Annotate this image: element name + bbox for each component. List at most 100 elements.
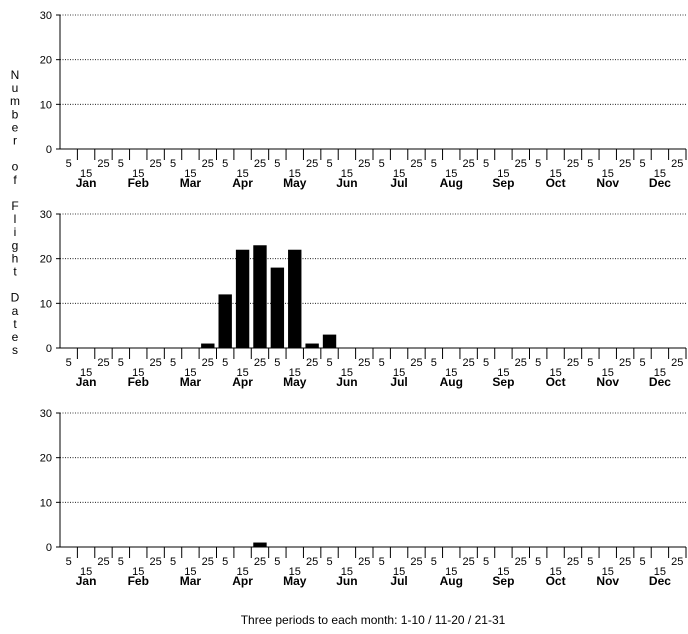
month-label: Mar xyxy=(180,375,202,389)
period-label: 15 xyxy=(602,367,614,379)
bar xyxy=(253,542,267,547)
month-label: May xyxy=(283,176,307,190)
period-label: 15 xyxy=(445,168,457,180)
bar xyxy=(253,245,267,348)
period-label: 5 xyxy=(170,556,176,568)
period-label: 5 xyxy=(639,158,645,170)
period-label: 25 xyxy=(567,357,579,369)
period-label: 15 xyxy=(602,168,614,180)
period-label: 15 xyxy=(393,168,405,180)
period-label: 15 xyxy=(132,168,144,180)
period-label: 15 xyxy=(184,566,196,578)
y-axis-label-char: u xyxy=(12,81,19,95)
period-label: 25 xyxy=(358,357,370,369)
y-tick-label: 20 xyxy=(40,55,52,67)
month-label: Sep xyxy=(492,176,514,190)
bar xyxy=(235,249,250,348)
y-axis-label-char: m xyxy=(10,94,20,108)
month-label: Nov xyxy=(596,176,619,190)
period-label: 25 xyxy=(515,158,527,170)
bar xyxy=(270,267,285,348)
period-label: 25 xyxy=(306,357,318,369)
period-label: 5 xyxy=(118,357,124,369)
y-axis-label-char: i xyxy=(14,225,17,239)
y-tick-label: 20 xyxy=(40,254,52,266)
period-label: 25 xyxy=(358,556,370,568)
period-label: 25 xyxy=(567,556,579,568)
period-label: 5 xyxy=(170,357,176,369)
month-label: Jul xyxy=(390,176,407,190)
month-label: Oct xyxy=(546,176,566,190)
month-label: Jun xyxy=(336,375,357,389)
month-label: Mar xyxy=(180,176,202,190)
month-label: Oct xyxy=(546,375,566,389)
period-label: 5 xyxy=(326,158,332,170)
y-tick-label: 0 xyxy=(46,542,52,554)
period-label: 5 xyxy=(587,158,593,170)
month-label: Feb xyxy=(128,176,149,190)
period-label: 25 xyxy=(150,158,162,170)
period-label: 5 xyxy=(587,556,593,568)
period-label: 15 xyxy=(654,168,666,180)
panel-3: 0 10 20 30 5 15 25 5 15 25 5 15 25 5 15 25 5 15 25 5 15 25 5 15… xyxy=(40,408,687,588)
period-label: 25 xyxy=(410,158,422,170)
period-label: 25 xyxy=(463,556,475,568)
period-label: 5 xyxy=(66,158,72,170)
period-label: 15 xyxy=(549,566,561,578)
period-label: 5 xyxy=(639,556,645,568)
period-label: 25 xyxy=(202,556,214,568)
y-axis-label-char: r xyxy=(13,134,17,148)
month-label: Sep xyxy=(492,375,514,389)
month-label: Dec xyxy=(649,574,671,588)
period-label: 15 xyxy=(289,168,301,180)
panel-2: 0 10 20 30 5 15 25 5 15 25 5 15 25 5 15 25 5 15 25 5 15 25 5 15… xyxy=(40,209,687,389)
period-label: 25 xyxy=(619,357,631,369)
y-axis-label-char: t xyxy=(13,265,17,279)
period-label: 5 xyxy=(222,158,228,170)
month-label: Apr xyxy=(232,176,253,190)
period-label: 25 xyxy=(671,556,683,568)
month-label: Jan xyxy=(76,574,97,588)
period-label: 15 xyxy=(549,168,561,180)
period-label: 15 xyxy=(393,367,405,379)
y-axis-label-char: g xyxy=(12,238,19,252)
y-axis-label-char: F xyxy=(11,199,18,213)
period-label: 15 xyxy=(341,566,353,578)
period-label: 5 xyxy=(170,158,176,170)
period-label: 15 xyxy=(236,168,248,180)
bar xyxy=(322,334,337,348)
period-label: 15 xyxy=(445,566,457,578)
period-label: 5 xyxy=(66,556,72,568)
period-label: 25 xyxy=(97,357,109,369)
period-label: 25 xyxy=(410,357,422,369)
bar xyxy=(305,343,319,348)
period-label: 5 xyxy=(222,556,228,568)
period-label: 15 xyxy=(654,367,666,379)
period-label: 15 xyxy=(497,367,509,379)
y-axis-label-char: o xyxy=(12,160,19,174)
period-label: 5 xyxy=(535,357,541,369)
y-tick-label: 30 xyxy=(40,209,52,221)
y-axis-label-char: a xyxy=(12,304,19,318)
y-axis-label-char: N xyxy=(11,68,20,82)
panel-1: 0 10 20 30 5 15 25 5 15 25 5 15 25 5 15 25 5 15 25 5 15 25 5 15… xyxy=(40,10,687,190)
period-label: 25 xyxy=(254,357,266,369)
period-label: 5 xyxy=(431,158,437,170)
period-label: 5 xyxy=(274,556,280,568)
period-label: 5 xyxy=(535,158,541,170)
period-label: 25 xyxy=(202,357,214,369)
period-label: 15 xyxy=(549,367,561,379)
period-label: 5 xyxy=(326,556,332,568)
bar xyxy=(288,249,302,348)
period-label: 25 xyxy=(97,158,109,170)
period-label: 15 xyxy=(289,566,301,578)
month-label: Jun xyxy=(336,176,357,190)
y-axis-label-char: e xyxy=(12,120,19,134)
period-label: 15 xyxy=(236,566,248,578)
y-axis-label-char: t xyxy=(13,317,17,331)
y-tick-label: 10 xyxy=(40,497,52,509)
period-label: 5 xyxy=(535,556,541,568)
month-label: Nov xyxy=(596,375,619,389)
y-tick-label: 30 xyxy=(40,10,52,22)
period-label: 25 xyxy=(567,158,579,170)
